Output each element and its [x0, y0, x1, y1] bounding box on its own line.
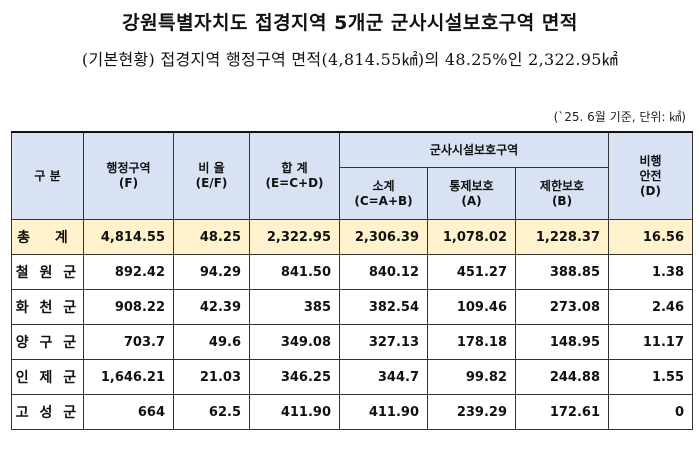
table-cell: 1,078.02: [427, 219, 516, 255]
table-cell: 1.38: [608, 254, 694, 290]
table-cell: 16.56: [608, 219, 694, 255]
table-cell: 411.90: [339, 394, 428, 430]
table-cell: 99.82: [427, 359, 516, 395]
table-cell: 346.25: [249, 359, 340, 395]
row-label: 화 천 군: [11, 289, 84, 325]
table-cell: 2,322.95: [249, 219, 340, 255]
table-row: 인 제 군 1,646.21 21.03 346.25 344.7 99.82 244.88…: [11, 359, 694, 395]
table-row: 양 구 군 703.7 49.6 349.08 327.13 178.18 148.95 11…: [11, 324, 694, 360]
header-subtotal: 소계 (C=A+B): [339, 167, 428, 220]
header-admin-area: 행정구역 (F): [83, 131, 174, 220]
table-cell: 1,228.37: [514, 219, 610, 255]
table-header-row: 구 분 행정구역 (F) 비 율 (E/F) 합 계 (E=C+D) 군사시설보…: [11, 131, 694, 220]
table-cell: 451.27: [427, 254, 516, 290]
table-cell: 385: [249, 289, 340, 325]
row-label: 총 계: [11, 219, 84, 255]
table-cell: 892.42: [83, 254, 174, 290]
table-cell: 2.46: [608, 289, 694, 325]
table-row: 화 천 군 908.22 42.39 385 382.54 109.46 273.08 2.4…: [11, 289, 694, 325]
table-row: 고 성 군 664 62.5 411.90 411.90 239.29 172.61 0: [11, 394, 694, 430]
header-category: 구 분: [11, 131, 84, 220]
table-cell: 62.5: [173, 394, 250, 430]
header-military-zone-group: 군사시설보호구역: [338, 131, 610, 168]
document-subtitle: (기본현황) 접경지역 행정구역 면적(4,814.55㎢)의 48.25%인 …: [81, 50, 619, 69]
header-restricted-protection: 제한보호 (B): [514, 167, 610, 220]
table-cell: 239.29: [427, 394, 516, 430]
table-cell: 908.22: [83, 289, 174, 325]
table-cell: 148.95: [514, 324, 610, 360]
table-cell: 2,306.39: [339, 219, 428, 255]
table-cell: 349.08: [249, 324, 340, 360]
table-cell: 327.13: [339, 324, 428, 360]
table-cell: 4,814.55: [83, 219, 174, 255]
header-ratio: 비 율 (E/F): [173, 131, 250, 220]
document-title: 강원특별자치도 접경지역 5개군 군사시설보호구역 면적: [122, 12, 578, 34]
header-control-protection: 통제보호 (A): [427, 167, 516, 220]
table-cell: 273.08: [514, 289, 610, 325]
row-label: 양 구 군: [11, 324, 84, 360]
table-row-total: 총 계 4,814.55 48.25 2,322.95 2,306.39 1,078.02…: [11, 219, 694, 255]
table-cell: 109.46: [427, 289, 516, 325]
table-cell: 344.7: [339, 359, 428, 395]
military-zone-area-table: 구 분 행정구역 (F) 비 율 (E/F) 합 계 (E=C+D) 군사시설보…: [11, 131, 694, 430]
table-cell: 0: [608, 394, 694, 430]
row-label: 고 성 군: [11, 394, 84, 430]
table-cell: 382.54: [339, 289, 428, 325]
header-flight-safety: 비행 안전 (D): [608, 131, 694, 220]
table-cell: 94.29: [173, 254, 250, 290]
row-label: 인 제 군: [11, 359, 84, 395]
unit-note: (`25. 6월 기준, 단위: ㎢): [553, 110, 686, 124]
table-cell: 244.88: [514, 359, 610, 395]
table-cell: 42.39: [173, 289, 250, 325]
table-cell: 11.17: [608, 324, 694, 360]
row-label: 철 원 군: [11, 254, 84, 290]
table-body: 총 계 4,814.55 48.25 2,322.95 2,306.39 1,078.02…: [11, 219, 694, 430]
table-cell: 172.61: [514, 394, 610, 430]
table-cell: 411.90: [249, 394, 340, 430]
table-cell: 178.18: [427, 324, 516, 360]
table-cell: 841.50: [249, 254, 340, 290]
table-cell: 21.03: [173, 359, 250, 395]
table-subheader-row: 소계 (C=A+B) 통제보호 (A) 제한보호 (B): [12, 167, 693, 220]
table-cell: 1,646.21: [83, 359, 174, 395]
table-cell: 388.85: [514, 254, 610, 290]
table-row: 철 원 군 892.42 94.29 841.50 840.12 451.27 388.85…: [11, 254, 694, 290]
table-cell: 664: [83, 394, 174, 430]
table-cell: 48.25: [173, 219, 250, 255]
table-cell: 703.7: [83, 324, 174, 360]
table-cell: 49.6: [173, 324, 250, 360]
header-total: 합 계 (E=C+D): [249, 131, 340, 220]
table-cell: 1.55: [608, 359, 694, 395]
table-cell: 840.12: [339, 254, 428, 290]
